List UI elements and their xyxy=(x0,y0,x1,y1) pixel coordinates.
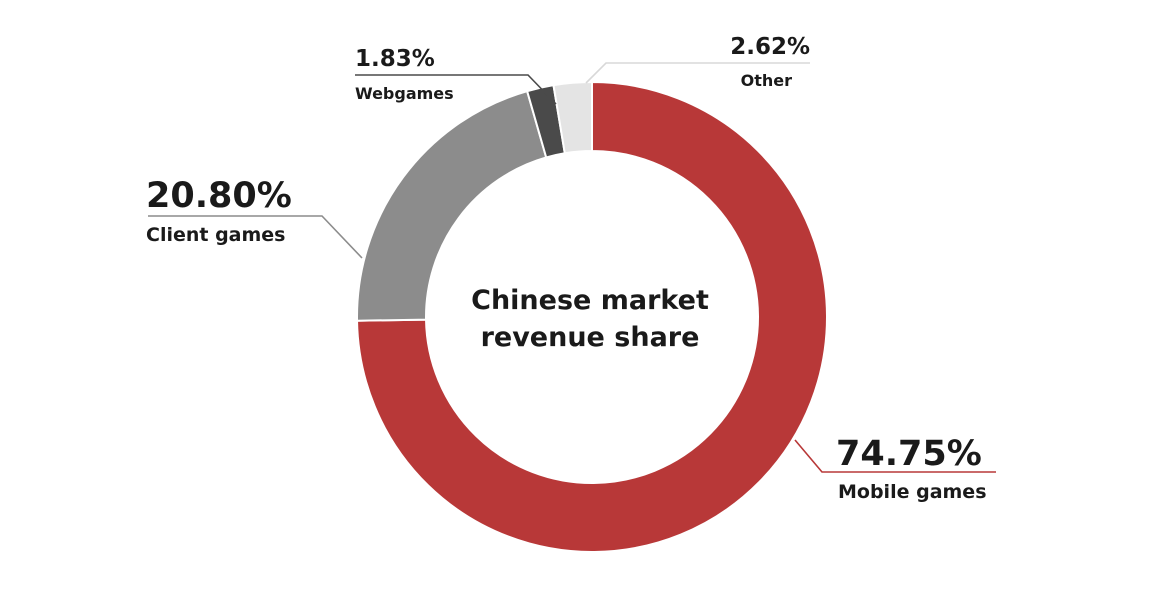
center-title-line-2: revenue share xyxy=(481,322,700,353)
slice-other xyxy=(552,80,593,155)
webgames-label: Webgames xyxy=(355,84,454,103)
slices xyxy=(356,80,828,553)
leader-mobile-games xyxy=(794,439,996,473)
client-games-value: 20.80% xyxy=(146,176,292,216)
leader-webgames xyxy=(355,74,557,105)
mobile-games-value: 74.75% xyxy=(836,434,982,474)
webgames-value: 1.83% xyxy=(355,46,435,72)
leader-lines xyxy=(148,62,996,473)
leader-other xyxy=(585,62,810,84)
other-label: Other xyxy=(741,71,792,90)
center-title-line-1: Chinese market xyxy=(471,285,709,316)
mobile-games-label: Mobile games xyxy=(838,481,987,503)
leader-client-games xyxy=(148,215,363,259)
slice-mobile-games xyxy=(356,80,828,553)
other-value: 2.62% xyxy=(730,34,810,60)
client-games-label: Client games xyxy=(146,224,286,246)
